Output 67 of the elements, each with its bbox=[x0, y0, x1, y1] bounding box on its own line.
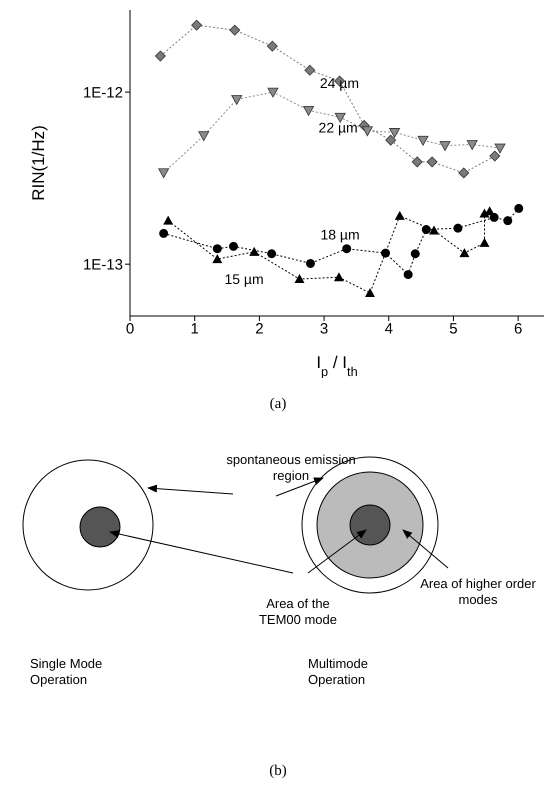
point bbox=[394, 210, 405, 220]
point bbox=[410, 249, 420, 258]
point bbox=[306, 258, 315, 268]
point bbox=[303, 106, 314, 116]
x-tick-label: 1 bbox=[190, 320, 199, 338]
point bbox=[503, 216, 512, 226]
point bbox=[212, 254, 222, 264]
point bbox=[342, 244, 352, 254]
point bbox=[494, 144, 506, 154]
point bbox=[294, 274, 304, 284]
point bbox=[440, 141, 450, 151]
series-label: 18 µm bbox=[320, 226, 360, 242]
point bbox=[385, 134, 396, 146]
point bbox=[364, 288, 375, 298]
point bbox=[158, 168, 170, 178]
point bbox=[191, 20, 202, 31]
point bbox=[453, 224, 462, 233]
point bbox=[412, 156, 423, 168]
point bbox=[163, 216, 174, 225]
point bbox=[429, 225, 440, 234]
point bbox=[266, 40, 278, 52]
point bbox=[267, 249, 276, 258]
x-tick-label: 2 bbox=[255, 320, 264, 338]
text: Area of the TEM00 mode bbox=[258, 596, 338, 628]
text: (b) bbox=[268, 763, 288, 779]
series-label: 24 µm bbox=[320, 75, 360, 92]
point bbox=[458, 168, 470, 178]
point bbox=[479, 238, 490, 247]
series-label: 15 µm bbox=[224, 271, 264, 288]
point bbox=[229, 242, 238, 251]
point bbox=[334, 272, 344, 282]
x-tick-label: 5 bbox=[449, 320, 458, 338]
y-tick-label: 1E-13 bbox=[82, 256, 123, 274]
x-axis-title: I$_{p}$ / I$_{th}$ bbox=[316, 353, 358, 378]
series-label: 22 µm bbox=[318, 119, 358, 136]
text: Multimode Operation bbox=[308, 656, 369, 688]
text: spontaneous emission region bbox=[226, 452, 356, 484]
point bbox=[155, 50, 166, 62]
point bbox=[362, 126, 373, 136]
point bbox=[418, 136, 428, 146]
point bbox=[334, 112, 346, 123]
y-axis-title: RIN(1/Hz) bbox=[29, 125, 48, 201]
point bbox=[231, 95, 242, 105]
x-tick-label: 6 bbox=[514, 320, 522, 338]
point bbox=[212, 244, 222, 254]
point bbox=[159, 228, 168, 238]
point bbox=[381, 248, 390, 258]
text: Single Mode Operation bbox=[30, 656, 104, 688]
point bbox=[249, 246, 260, 256]
point bbox=[459, 248, 470, 258]
point bbox=[514, 204, 524, 213]
x-tick-label: 3 bbox=[320, 320, 328, 338]
point bbox=[422, 225, 431, 234]
point bbox=[229, 24, 240, 36]
point bbox=[489, 150, 500, 162]
point bbox=[198, 131, 210, 142]
x-tick-label: 0 bbox=[126, 320, 134, 338]
text: (a) bbox=[268, 396, 288, 412]
point bbox=[426, 156, 438, 168]
point bbox=[304, 64, 316, 76]
point bbox=[268, 88, 278, 98]
y-tick-label: 1E-12 bbox=[82, 84, 123, 102]
x-tick-label: 4 bbox=[384, 320, 393, 338]
point bbox=[389, 128, 400, 138]
point bbox=[404, 270, 413, 280]
point bbox=[466, 140, 478, 150]
text: Area of higher order modes bbox=[419, 576, 537, 608]
